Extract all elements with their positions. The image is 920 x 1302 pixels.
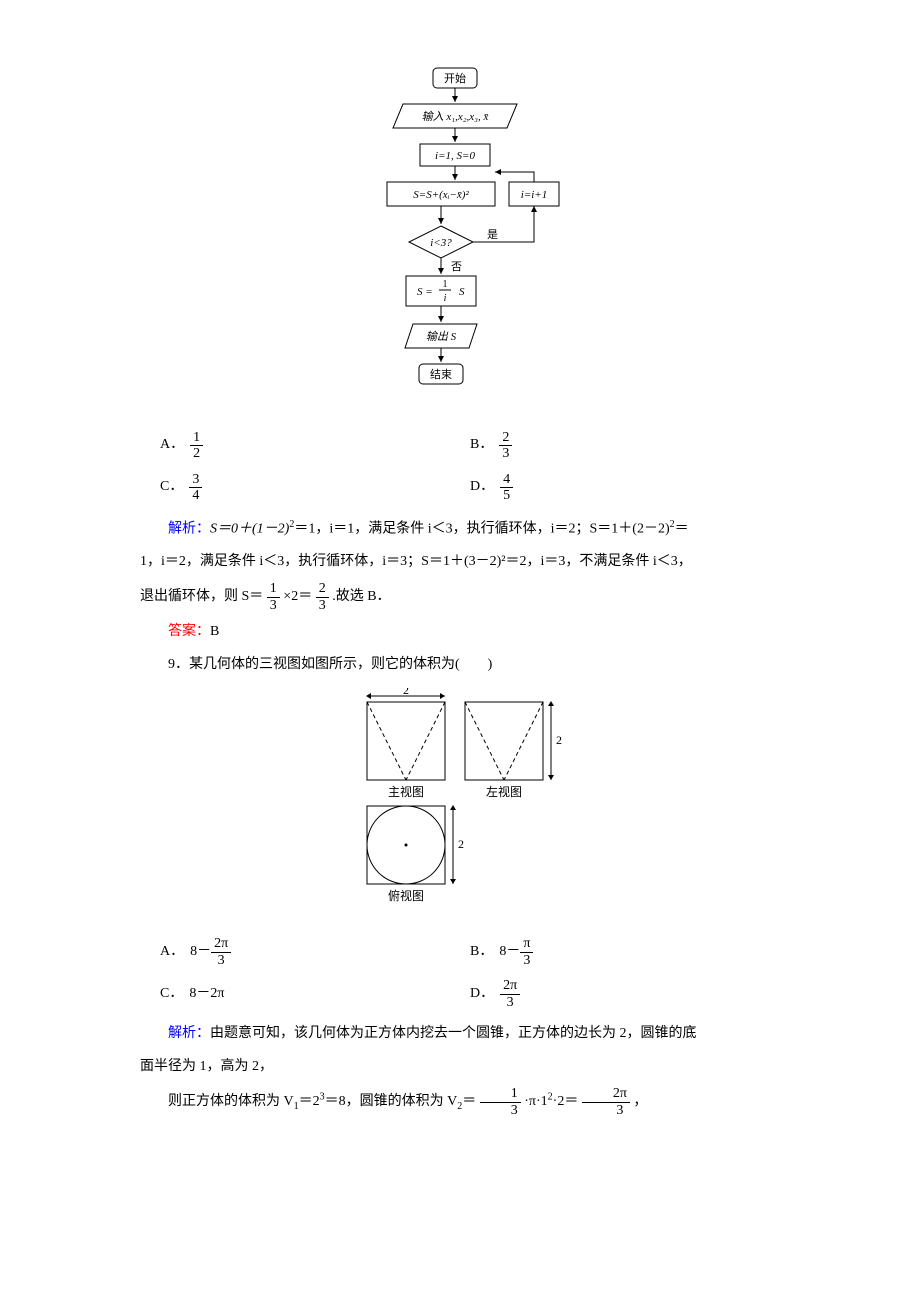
flow-start: 开始 [444, 71, 466, 85]
svg-text:S: S [459, 286, 465, 298]
flow-no: 否 [451, 261, 462, 273]
q9-explain-line3: 则正方体的体积为 V1＝23＝8，圆锥的体积为 V2＝ 13 ·π·12·2＝ … [140, 1086, 780, 1118]
q9-choice-a: A． 8－ 2π3 [160, 931, 470, 973]
label-top: 俯视图 [388, 888, 424, 903]
flowchart-svg: 开始 输入 x₁,x₂,x₃, x̄ i=1, S=0 S=S+(xᵢ−x̄)²… [355, 60, 565, 400]
dim-side-h: 2 [556, 733, 562, 747]
flow-avg-s: S = [417, 286, 433, 298]
threeview-figure: 2 主视图 左视图 2 俯视图 2 [140, 688, 780, 917]
dim-front-w: 2 [403, 688, 409, 697]
flow-inc: i=i+1 [521, 189, 547, 201]
flowchart-figure: 开始 输入 x₁,x₂,x₃, x̄ i=1, S=0 S=S+(xᵢ−x̄)²… [140, 60, 780, 411]
explain-label: 解析： [168, 521, 210, 536]
q8-explain: 解析：S＝0＋(1－2)2＝1，i＝1，满足条件 i＜3，执行循环体，i＝2；S… [140, 515, 780, 543]
explain-label-2: 解析： [168, 1026, 210, 1041]
svg-text:1: 1 [443, 279, 448, 290]
svg-text:i: i [444, 293, 447, 304]
q8-choice-b: B． 23 [470, 425, 780, 467]
flow-input: 输入 x₁,x₂,x₃, x̄ [422, 110, 489, 123]
label-front: 主视图 [388, 784, 424, 799]
q9-choices: A． 8－ 2π3 B． 8－ π3 C． 8－2π D． 2π3 [160, 931, 780, 1015]
flow-calc: S=S+(xᵢ−x̄)² [413, 189, 469, 201]
q8-explain-line2: 1，i＝2，满足条件 i＜3，执行循环体，i＝3；S＝1＋(3－2)²＝2，i＝… [140, 549, 780, 576]
q8-choice-c: C． 34 [160, 467, 470, 509]
label-side: 左视图 [486, 784, 522, 799]
flow-yes: 是 [487, 228, 498, 241]
q9-explain-line1: 解析：由题意可知，该几何体为正方体内挖去一个圆锥，正方体的边长为 2，圆锥的底 [140, 1021, 780, 1048]
q9-choice-c: C． 8－2π [160, 973, 470, 1015]
q8-answer: 答案：B [140, 619, 780, 646]
flow-end: 结束 [430, 368, 452, 381]
q8-choices: A． 12 B． 23 C． 34 D． 45 [160, 425, 780, 509]
page: 开始 输入 x₁,x₂,x₃, x̄ i=1, S=0 S=S+(xᵢ−x̄)²… [0, 0, 920, 1184]
q9-explain-line2: 面半径为 1，高为 2， [140, 1054, 780, 1081]
dim-top-h: 2 [458, 837, 464, 851]
flow-output: 输出 S [426, 330, 457, 343]
q8-choice-d: D． 45 [470, 467, 780, 509]
q9-stem: 9．某几何体的三视图如图所示，则它的体积为( ) [140, 652, 780, 679]
threeview-svg: 2 主视图 左视图 2 俯视图 2 [345, 688, 575, 906]
flow-init: i=1, S=0 [435, 150, 475, 162]
q8-explain-line3: 退出循环体，则 S＝ 13 ×2＝ 23 .故选 B． [140, 581, 780, 613]
answer-label: 答案： [168, 624, 210, 639]
q8-choice-a: A． 12 [160, 425, 470, 467]
q9-choice-d: D． 2π3 [470, 973, 780, 1015]
flow-decision: i<3? [430, 237, 452, 249]
q9-choice-b: B． 8－ π3 [470, 931, 780, 973]
